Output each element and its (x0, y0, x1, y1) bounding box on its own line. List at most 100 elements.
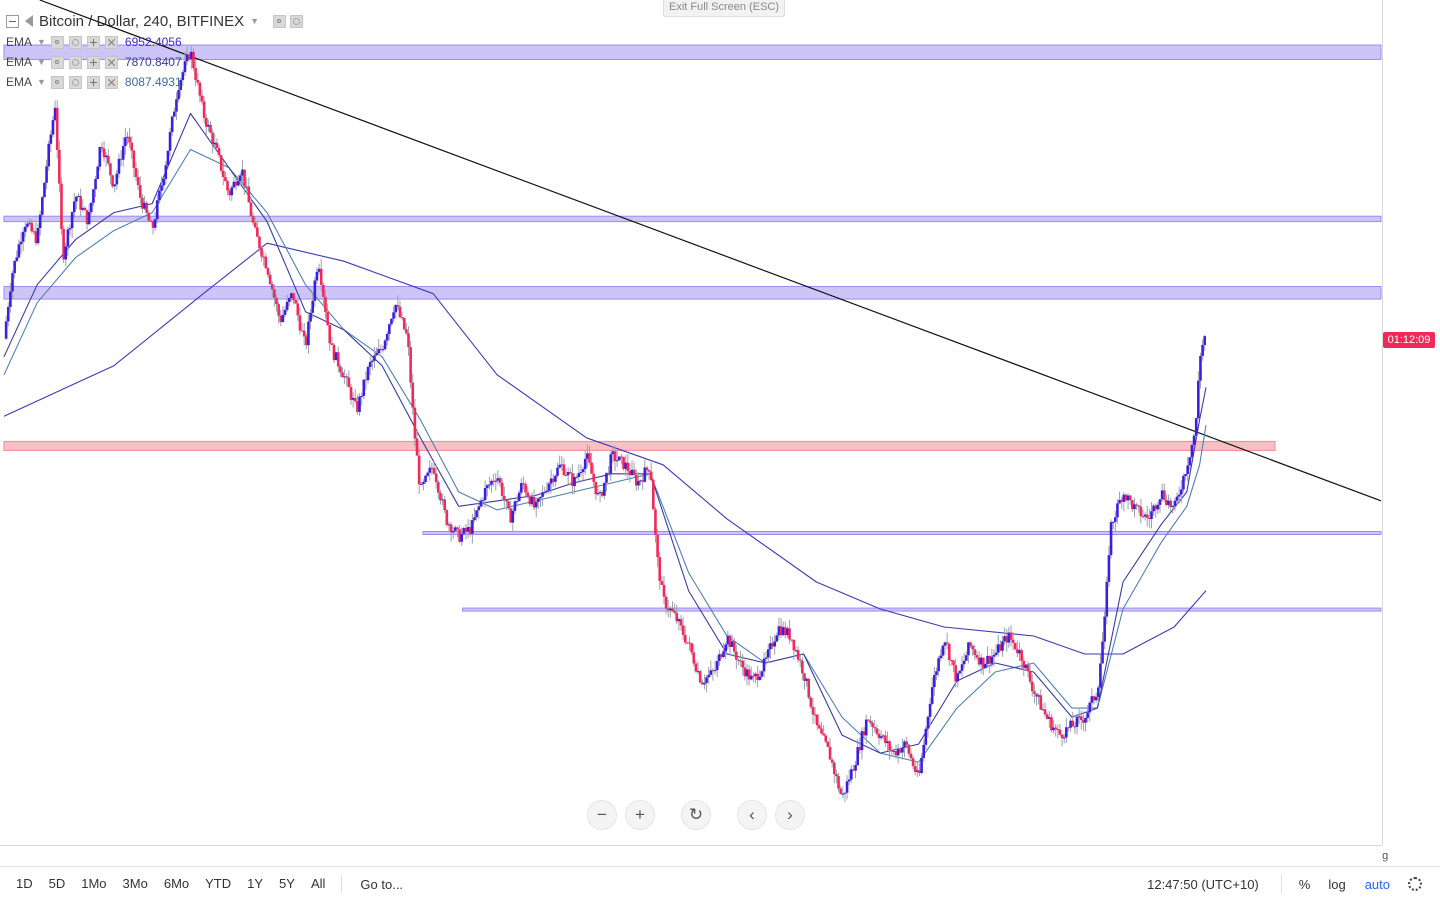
candle-up (483, 488, 487, 501)
exit-fullscreen-button[interactable]: Exit Full Screen (ESC) (663, 0, 785, 17)
candle-up (581, 469, 585, 473)
zoom-in-button[interactable]: + (625, 800, 655, 830)
indicator-row-ema-2[interactable]: EMA ▼ 7870.8407 (6, 52, 303, 72)
candle-up (881, 735, 885, 737)
range-button-3mo[interactable]: 3Mo (122, 876, 148, 891)
plus-icon[interactable] (86, 35, 100, 49)
zoom-out-button[interactable]: − (587, 800, 617, 830)
collapse-legend-icon[interactable] (6, 14, 19, 28)
candle-down (32, 231, 36, 233)
chevron-down-icon[interactable]: ▼ (37, 37, 46, 47)
candle-down (803, 673, 806, 681)
gear-icon[interactable] (68, 55, 82, 69)
gear-icon[interactable] (1408, 877, 1422, 891)
eye-icon[interactable] (50, 55, 64, 69)
close-icon[interactable] (104, 55, 118, 69)
gear-icon[interactable] (290, 14, 303, 28)
gear-icon[interactable] (68, 35, 82, 49)
candle-down (1082, 720, 1085, 723)
candle-down (200, 95, 204, 102)
candle-down (743, 667, 747, 677)
candle-down (302, 330, 306, 337)
range-button-all[interactable]: All (310, 876, 326, 891)
go-to-date-button[interactable]: Go to... (360, 876, 404, 892)
candle-up (358, 396, 361, 412)
candle-up (424, 475, 427, 482)
chevron-down-icon[interactable]: ▼ (37, 77, 46, 87)
candle-down (807, 678, 811, 698)
candle-down (130, 142, 134, 151)
toolbar-divider (1280, 874, 1282, 894)
trend-line[interactable] (39, 0, 1382, 502)
range-button-6mo[interactable]: 6Mo (163, 876, 190, 891)
candle-up (1199, 355, 1202, 381)
plus-icon[interactable] (86, 55, 100, 69)
candle-up (1109, 522, 1113, 556)
zone-1[interactable] (3, 215, 1382, 223)
zone-3[interactable] (3, 440, 1276, 451)
auto-scale-toggle[interactable]: auto (1364, 876, 1390, 892)
candle-up (892, 751, 896, 753)
chevron-down-icon[interactable]: ▼ (37, 57, 46, 67)
range-button-1mo[interactable]: 1Mo (81, 876, 107, 891)
candle-down (1054, 727, 1057, 730)
candle-down (273, 289, 276, 298)
candle-down (594, 481, 598, 495)
candle-down (62, 228, 65, 260)
eye-icon[interactable] (50, 75, 64, 89)
candle-up (236, 181, 240, 186)
candle-up (1099, 663, 1102, 688)
plus-icon[interactable] (86, 75, 100, 89)
reset-chart-button[interactable]: ↻ (681, 800, 711, 830)
zone-2[interactable] (3, 285, 1382, 300)
range-button-5d[interactable]: 5D (48, 876, 66, 891)
candle-down (196, 79, 200, 83)
eye-icon[interactable] (50, 35, 64, 49)
candle-up (239, 175, 242, 182)
timezone-clock[interactable]: 12:47:50 (UTC+10) (1147, 876, 1259, 892)
candle-down (249, 202, 253, 217)
range-button-5y[interactable]: 5Y (279, 876, 295, 891)
scroll-right-button[interactable]: › (775, 800, 805, 830)
candle-up (281, 314, 285, 322)
candle-down (826, 741, 830, 747)
price-axis[interactable] (1382, 0, 1440, 845)
time-axis[interactable] (0, 845, 1382, 866)
candle-up (1171, 505, 1175, 507)
candle-down (686, 642, 689, 644)
percent-scale-toggle[interactable]: % (1298, 876, 1311, 892)
candle-down (632, 469, 636, 475)
candle-up (707, 674, 710, 678)
indicator-row-ema-1[interactable]: EMA ▼ 6952.4056 (6, 32, 303, 52)
zone-4[interactable] (422, 531, 1382, 536)
indicator-row-ema-3[interactable]: EMA ▼ 8087.4931 (6, 72, 303, 92)
gear-icon[interactable] (68, 75, 82, 89)
candle-up (94, 179, 97, 190)
candle-up (41, 197, 44, 215)
close-icon[interactable] (104, 35, 118, 49)
candle-down (204, 117, 208, 127)
chevron-down-icon[interactable]: ▼ (250, 16, 259, 26)
candle-down (437, 482, 440, 493)
log-scale-toggle[interactable]: log (1328, 876, 1346, 892)
candle-down (349, 387, 353, 400)
range-button-ytd[interactable]: YTD (205, 876, 232, 891)
range-button-1d[interactable]: 1D (16, 876, 33, 891)
candle-down (813, 714, 817, 716)
candle-up (1122, 494, 1126, 502)
zone-0[interactable] (3, 44, 1382, 60)
candle-up (1090, 696, 1094, 703)
scroll-left-button[interactable]: ‹ (737, 800, 767, 830)
range-button-1y[interactable]: 1Y (247, 876, 264, 891)
candle-up (847, 779, 851, 782)
candle-up (762, 658, 766, 672)
candle-up (749, 675, 753, 680)
candle-down (675, 612, 679, 622)
eye-icon[interactable] (273, 14, 286, 28)
close-icon[interactable] (104, 75, 118, 89)
flag-icon[interactable] (25, 15, 33, 27)
candle-down (407, 333, 410, 348)
zone-5[interactable] (462, 607, 1382, 612)
